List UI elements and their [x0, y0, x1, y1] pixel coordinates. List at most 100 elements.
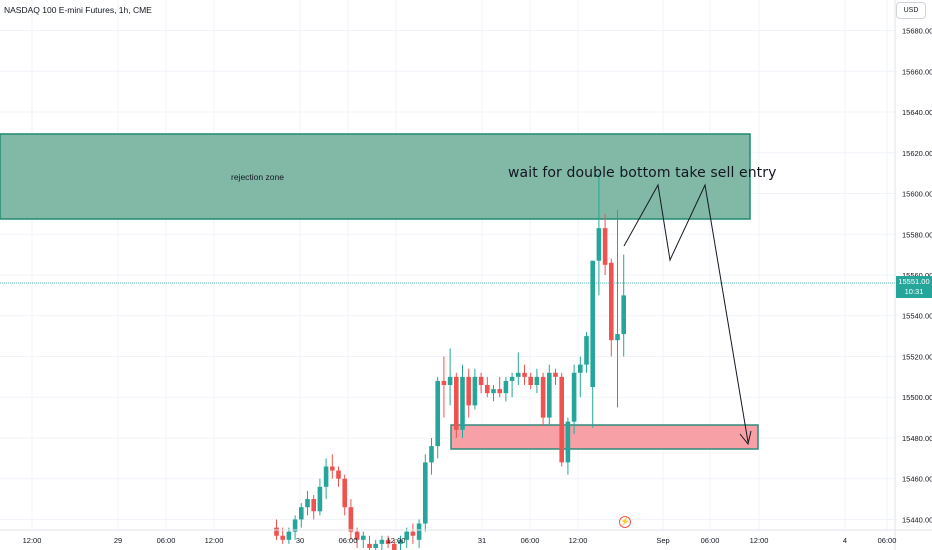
candle[interactable]: [435, 376, 440, 459]
candle[interactable]: [491, 385, 496, 402]
candle[interactable]: [410, 523, 416, 544]
candle[interactable]: [460, 364, 465, 438]
time-tick-label: 12:00: [387, 536, 406, 545]
candle-body: [404, 531, 409, 540]
candle[interactable]: [534, 368, 540, 394]
lightning-icon[interactable]: ⚡: [619, 516, 631, 528]
candle[interactable]: [292, 515, 298, 540]
candle[interactable]: [559, 372, 564, 467]
rejection-zone[interactable]: [0, 133, 751, 220]
rejection-zone-label: rejection zone: [231, 172, 284, 182]
candle[interactable]: [379, 535, 385, 550]
candle-body: [429, 446, 434, 463]
candle-body: [441, 380, 447, 385]
candle[interactable]: [447, 348, 453, 406]
candle-body: [373, 543, 378, 548]
time-tick-label: 30: [296, 536, 304, 545]
candle-body: [379, 539, 385, 544]
candle[interactable]: [509, 372, 515, 398]
candle[interactable]: [317, 478, 323, 516]
candle-body: [299, 507, 304, 520]
annotation-text[interactable]: wait for double bottom take sell entry: [508, 165, 777, 181]
candle[interactable]: [311, 495, 316, 520]
candle[interactable]: [404, 527, 409, 548]
candle-body: [292, 519, 298, 532]
candle-body: [621, 295, 626, 335]
candle-body: [323, 466, 329, 487]
candle[interactable]: [528, 372, 533, 390]
candle[interactable]: [367, 535, 372, 550]
time-tick-label: 12:00: [569, 536, 588, 545]
time-tick-label: Sep: [656, 536, 669, 545]
candle[interactable]: [547, 364, 552, 426]
candle-body: [330, 466, 335, 471]
price-tick-label: 15560.00: [902, 271, 932, 280]
candle[interactable]: [429, 437, 434, 475]
candle-body: [516, 372, 521, 377]
price-tick-label: 15440.00: [902, 515, 932, 524]
candle-body: [540, 376, 546, 418]
candle[interactable]: [571, 364, 577, 434]
currency-button[interactable]: USD: [896, 2, 926, 19]
candle[interactable]: [441, 356, 447, 418]
candle[interactable]: [596, 173, 602, 296]
candle-body: [547, 372, 552, 418]
candle-body: [286, 531, 292, 540]
time-tick-label: 12:00: [750, 536, 769, 545]
candle[interactable]: [423, 454, 428, 532]
candle[interactable]: [342, 474, 347, 516]
candles-layer: [274, 173, 626, 550]
candle-body: [590, 260, 595, 388]
candle[interactable]: [609, 258, 614, 357]
candle[interactable]: [330, 454, 335, 479]
candle-body: [336, 470, 341, 479]
candle[interactable]: [361, 531, 366, 548]
candle[interactable]: [416, 519, 422, 548]
candle[interactable]: [398, 535, 403, 550]
candle[interactable]: [478, 372, 484, 394]
candle-body: [584, 336, 589, 365]
time-tick-label: 06:00: [701, 536, 720, 545]
candle-body: [485, 385, 490, 394]
candle[interactable]: [584, 332, 589, 373]
candle[interactable]: [615, 209, 620, 408]
candle[interactable]: [466, 368, 471, 418]
candle[interactable]: [323, 458, 329, 500]
last-price-label: 15551.00 10:31: [896, 276, 932, 298]
target-zone[interactable]: [450, 424, 759, 450]
candle[interactable]: [385, 535, 391, 548]
candle[interactable]: [472, 368, 478, 410]
candle[interactable]: [373, 539, 378, 550]
candle[interactable]: [522, 364, 527, 385]
projection-path[interactable]: [623, 183, 749, 443]
candle[interactable]: [553, 368, 558, 385]
candle[interactable]: [540, 372, 546, 426]
price-tick-label: 15500.00: [902, 393, 932, 402]
candle[interactable]: [485, 376, 490, 398]
candle[interactable]: [392, 539, 397, 550]
candle[interactable]: [590, 260, 595, 428]
candle[interactable]: [497, 376, 502, 398]
candle-body: [435, 380, 440, 447]
candle[interactable]: [299, 503, 304, 528]
zones-layer: [0, 133, 759, 450]
time-tick-label: 06:00: [521, 536, 540, 545]
last-price-value: 15551.00: [898, 277, 930, 286]
candle[interactable]: [516, 352, 521, 385]
candle[interactable]: [565, 417, 571, 475]
time-tick-label: 29: [114, 536, 122, 545]
candle[interactable]: [305, 490, 310, 516]
candle-body: [497, 389, 502, 394]
candle[interactable]: [621, 254, 626, 357]
candle[interactable]: [348, 499, 354, 540]
candle[interactable]: [602, 213, 608, 275]
candle[interactable]: [578, 356, 583, 398]
candle[interactable]: [503, 376, 509, 402]
candle-body: [385, 539, 391, 544]
candle[interactable]: [354, 527, 360, 548]
candle-body: [578, 364, 583, 373]
candle[interactable]: [336, 466, 341, 487]
candle[interactable]: [454, 372, 459, 438]
price-axis: 15440.00 15460.00 15480.00 15500.00 15520.00…: [902, 27, 932, 525]
